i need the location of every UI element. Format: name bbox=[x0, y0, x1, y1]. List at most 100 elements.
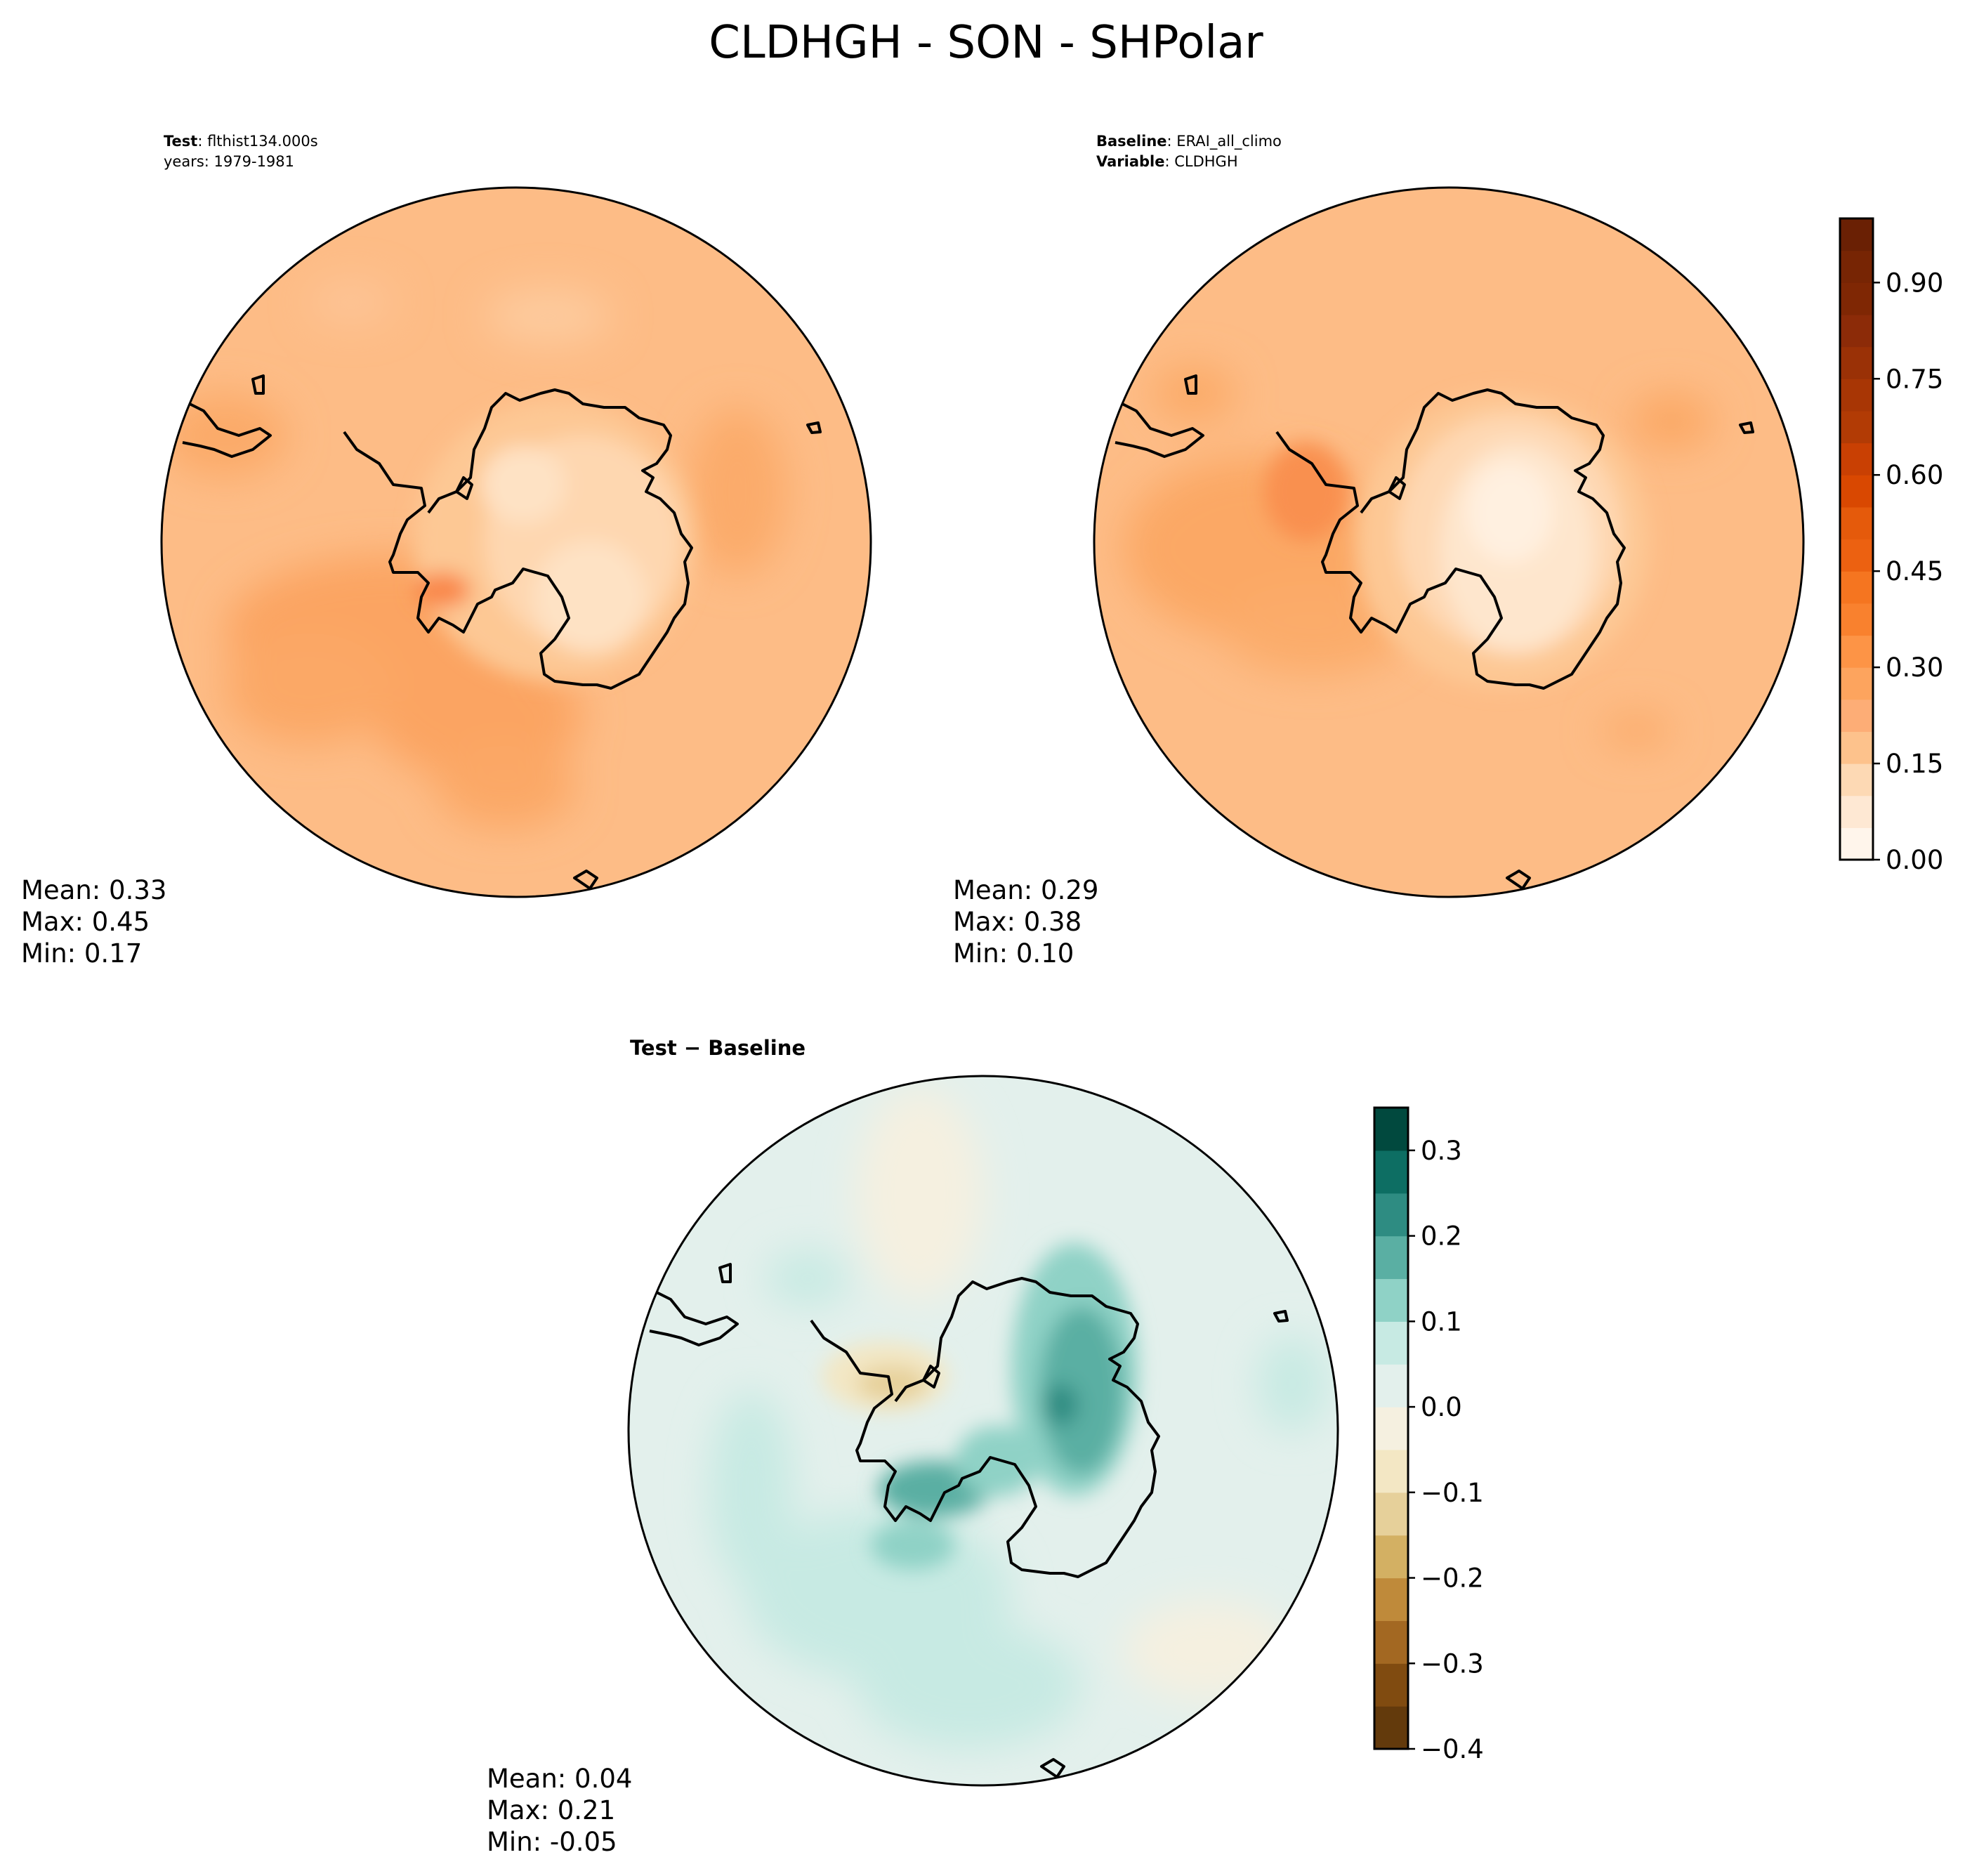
baseline-stat-max-label: Max: bbox=[953, 907, 1024, 937]
baseline-colorbar-segment bbox=[1840, 442, 1873, 475]
difference-colorbar-tick-label: 0.0 bbox=[1421, 1392, 1462, 1422]
test-map-antarctic-field bbox=[414, 400, 695, 681]
difference-colorbar-segment bbox=[1374, 1577, 1408, 1621]
difference-colorbar-tick-label: 0.2 bbox=[1421, 1221, 1462, 1252]
baseline-map-boundary bbox=[1093, 186, 1805, 898]
test-header-value: : flthist134.000s bbox=[197, 133, 317, 150]
difference-stat-mean-label: Mean: bbox=[487, 1764, 574, 1794]
test-header-line-2: years: 1979-1981 bbox=[164, 153, 294, 170]
figure-title: CLDHGH - SON - SHPolar bbox=[709, 17, 1263, 69]
baseline-colorbar-segment bbox=[1840, 410, 1873, 444]
baseline-map-coastline bbox=[1115, 374, 1754, 890]
baseline-colorbar-segment bbox=[1840, 571, 1873, 604]
difference-colorbar-segment bbox=[1374, 1193, 1408, 1237]
baseline-header-label-2: Variable bbox=[1096, 153, 1164, 170]
baseline-stat-max: Max: 0.38 bbox=[953, 907, 1082, 937]
difference-colorbar-segment bbox=[1374, 1706, 1408, 1750]
difference-colorbar-segment bbox=[1374, 1449, 1408, 1493]
baseline-colorbar-segment bbox=[1840, 763, 1873, 796]
difference-stat-min-value: -0.05 bbox=[550, 1827, 617, 1857]
baseline-stat-min: Min: 0.10 bbox=[953, 938, 1074, 969]
difference-map-boundary bbox=[627, 1075, 1339, 1787]
difference-stat-max-value: 0.21 bbox=[558, 1795, 615, 1825]
test-map-boundary bbox=[160, 186, 872, 898]
difference-colorbar: −0.4 −0.3 −0.2 −0.1 0.0 0.1 0.2 0.3 bbox=[1373, 1106, 1484, 1764]
baseline-colorbar-tick-label: 0.15 bbox=[1886, 749, 1943, 779]
baseline-colorbar-segment bbox=[1840, 635, 1873, 668]
baseline-colorbar: 0.00 0.15 0.30 0.45 0.60 0.75 0.90 bbox=[1839, 217, 1943, 875]
difference-stat-mean-value: 0.04 bbox=[574, 1764, 632, 1794]
baseline-stat-max-value: 0.38 bbox=[1024, 907, 1082, 937]
difference-colorbar-segment bbox=[1374, 1492, 1408, 1536]
baseline-colorbar-segment bbox=[1840, 795, 1873, 828]
difference-colorbar-tick-label: −0.2 bbox=[1421, 1563, 1484, 1594]
difference-colorbar-tick-label: −0.3 bbox=[1421, 1648, 1484, 1679]
baseline-header-line-1: Baseline: ERAI_all_climo bbox=[1096, 133, 1282, 150]
test-map-coastline bbox=[182, 374, 822, 890]
baseline-colorbar-tick-label: 0.90 bbox=[1886, 268, 1943, 298]
baseline-stat-mean: Mean: 0.29 bbox=[953, 875, 1098, 905]
baseline-colorbar-tick-label: 0.30 bbox=[1886, 652, 1943, 683]
difference-stat-max-label: Max: bbox=[487, 1795, 558, 1825]
difference-colorbar-segment bbox=[1374, 1535, 1408, 1579]
difference-colorbar-segment bbox=[1374, 1364, 1408, 1408]
test-stat-min-label: Min: bbox=[21, 938, 84, 969]
test-map-field bbox=[162, 281, 787, 829]
difference-colorbar-tick-label: −0.1 bbox=[1421, 1478, 1484, 1508]
baseline-colorbar-frame bbox=[1839, 217, 1874, 861]
difference-colorbar-segment bbox=[1374, 1108, 1408, 1151]
baseline-colorbar-segment bbox=[1840, 282, 1873, 315]
baseline-colorbar-segment bbox=[1840, 506, 1873, 540]
test-header-label: Test bbox=[164, 133, 197, 150]
baseline-stat-min-label: Min: bbox=[953, 938, 1016, 969]
difference-stat-mean: Mean: 0.04 bbox=[487, 1764, 632, 1794]
difference-colorbar-segment bbox=[1374, 1620, 1408, 1664]
test-map bbox=[162, 188, 871, 897]
baseline-stat-mean-label: Mean: bbox=[953, 875, 1041, 905]
baseline-colorbar-segment bbox=[1840, 731, 1873, 764]
panel-baseline: Baseline: ERAI_all_climo Variable: CLDHG… bbox=[953, 133, 1943, 969]
baseline-colorbar-tick-label: 0.00 bbox=[1886, 845, 1943, 875]
panel-test: Test: flthist134.000s years: 1979-1981 bbox=[21, 133, 872, 969]
baseline-stat-min-value: 0.10 bbox=[1016, 938, 1074, 969]
difference-map bbox=[629, 1076, 1338, 1785]
baseline-map bbox=[1094, 188, 1803, 897]
difference-colorbar-segment bbox=[1374, 1278, 1408, 1322]
baseline-header-label-1: Baseline bbox=[1096, 133, 1167, 150]
baseline-map-antarctic-field bbox=[1264, 393, 1650, 688]
test-header-line-1: Test: flthist134.000s bbox=[164, 133, 318, 150]
difference-stat-min: Min: -0.05 bbox=[487, 1827, 617, 1857]
baseline-colorbar-segment bbox=[1840, 250, 1873, 283]
baseline-colorbar-segment bbox=[1840, 603, 1873, 636]
panel-difference: Test − Baseline bbox=[487, 1036, 1484, 1857]
difference-colorbar-segment bbox=[1374, 1663, 1408, 1707]
baseline-header-value-1: : ERAI_all_climo bbox=[1167, 133, 1282, 150]
test-stat-max-label: Max: bbox=[21, 907, 92, 937]
difference-stat-max: Max: 0.21 bbox=[487, 1795, 615, 1825]
baseline-colorbar-segment bbox=[1840, 699, 1873, 732]
baseline-colorbar-tick-label: 0.60 bbox=[1886, 460, 1943, 490]
test-stat-mean-label: Mean: bbox=[21, 875, 109, 905]
test-stat-min: Min: 0.17 bbox=[21, 938, 142, 969]
difference-colorbar-tick-label: 0.1 bbox=[1421, 1306, 1462, 1337]
difference-map-coastline bbox=[649, 1263, 1289, 1778]
difference-colorbar-segment bbox=[1374, 1407, 1408, 1450]
difference-colorbar-frame bbox=[1373, 1106, 1409, 1750]
test-stat-mean-value: 0.33 bbox=[109, 875, 166, 905]
baseline-colorbar-tick-label: 0.45 bbox=[1886, 556, 1943, 586]
baseline-colorbar-segment bbox=[1840, 218, 1873, 251]
baseline-colorbar-segment bbox=[1840, 379, 1873, 412]
baseline-colorbar-tick-label: 0.75 bbox=[1886, 364, 1943, 394]
baseline-colorbar-segment bbox=[1840, 346, 1873, 379]
baseline-header-value-2: : CLDHGH bbox=[1164, 153, 1237, 170]
difference-colorbar-tick-label: 0.3 bbox=[1421, 1136, 1462, 1166]
baseline-colorbar-segment bbox=[1840, 827, 1873, 860]
baseline-header-line-2: Variable: CLDHGH bbox=[1096, 153, 1238, 170]
baseline-colorbar-segment bbox=[1840, 539, 1873, 572]
test-stat-max-value: 0.45 bbox=[92, 907, 150, 937]
baseline-colorbar-segment bbox=[1840, 314, 1873, 348]
baseline-colorbar-segment bbox=[1840, 475, 1873, 508]
baseline-stat-mean-value: 0.29 bbox=[1041, 875, 1098, 905]
difference-header: Test − Baseline bbox=[630, 1036, 806, 1060]
test-stat-max: Max: 0.45 bbox=[21, 907, 150, 937]
